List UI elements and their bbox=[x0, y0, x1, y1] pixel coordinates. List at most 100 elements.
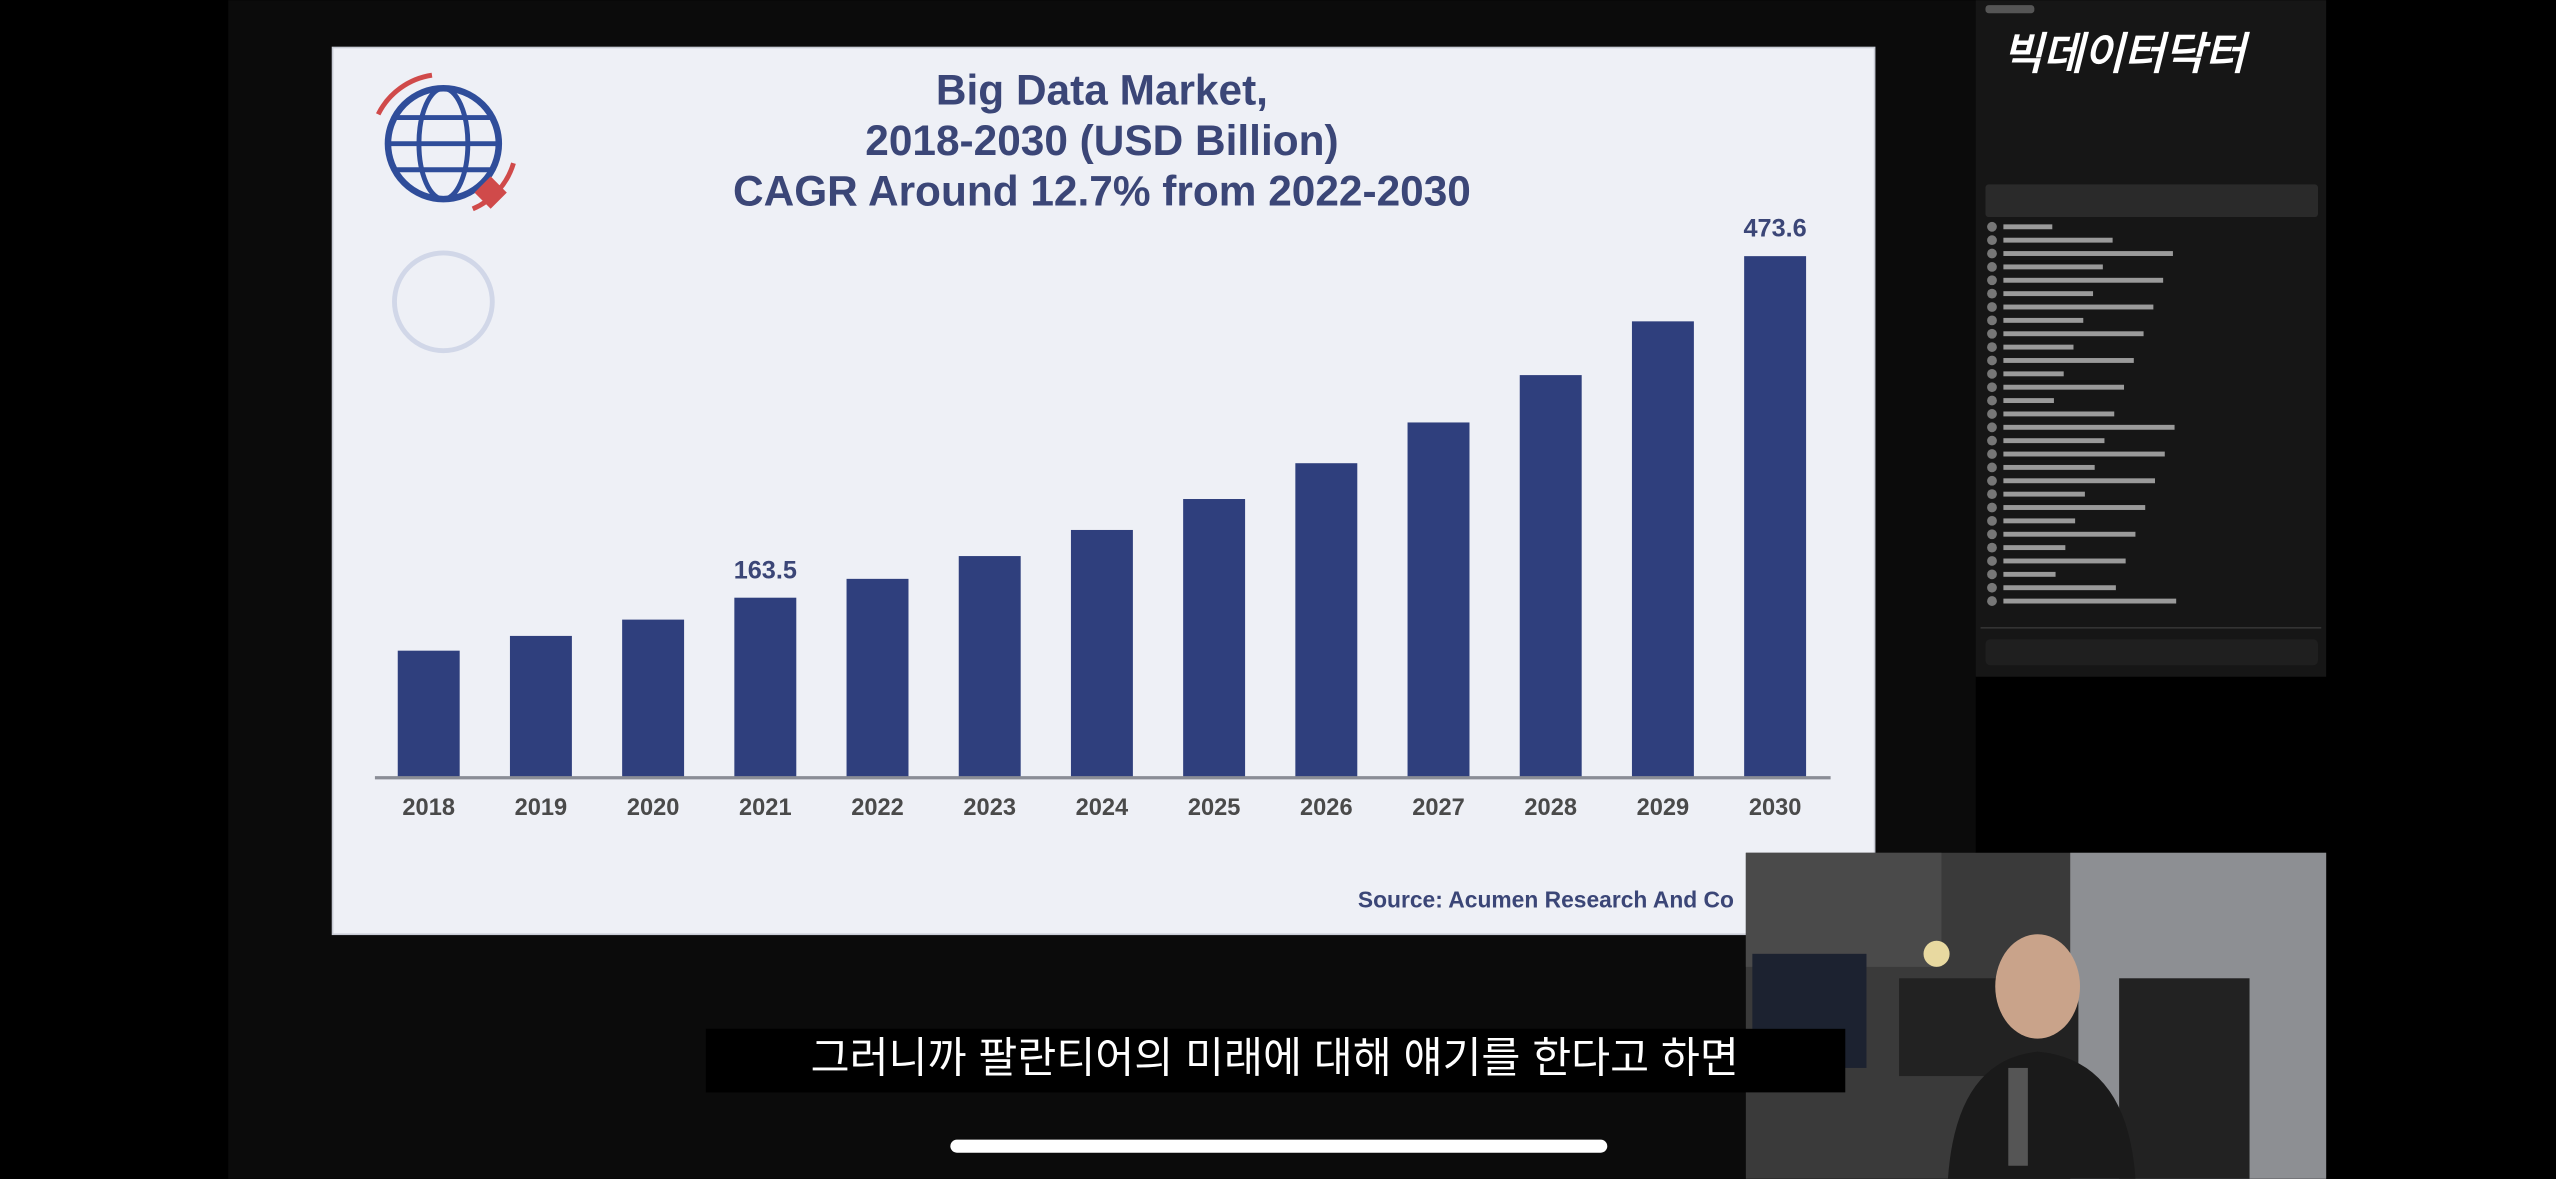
chat-avatar bbox=[1987, 382, 1997, 393]
chat-avatar bbox=[1987, 409, 1997, 419]
x-tick-label: 2024 bbox=[1076, 795, 1129, 821]
x-tick-label: 2030 bbox=[1749, 795, 1802, 821]
chat-line bbox=[2003, 331, 2144, 337]
chat-line bbox=[2003, 451, 2165, 457]
x-tick-label: 2023 bbox=[963, 795, 1016, 821]
chat-line bbox=[2003, 598, 2177, 604]
chat-line bbox=[2003, 384, 2125, 390]
caption: 그러니까 팔란티어의 미래에 대해 얘기를 한다고 하면 bbox=[811, 1035, 1739, 1082]
source: Source: Acumen Research And Co bbox=[1358, 887, 1734, 913]
chat-line bbox=[2003, 571, 2056, 577]
chat-line bbox=[2003, 424, 2175, 430]
chat-line bbox=[2003, 438, 2105, 444]
bar bbox=[509, 635, 572, 778]
chat-avatar bbox=[1987, 395, 1997, 406]
bar bbox=[734, 597, 797, 778]
chat-avatar bbox=[1987, 368, 1997, 379]
chat-line bbox=[2003, 237, 2113, 243]
chat-avatar bbox=[1987, 275, 1997, 286]
chat-input[interactable] bbox=[1985, 639, 2319, 666]
bar bbox=[958, 556, 1021, 778]
x-tick-label: 2018 bbox=[402, 795, 455, 821]
channel-name: 빅데이터닥터 bbox=[2003, 30, 2250, 79]
webcam bbox=[1745, 852, 2327, 1179]
bar bbox=[622, 619, 685, 778]
chat-avatar bbox=[1987, 556, 1997, 566]
x-tick-label: 2028 bbox=[1524, 795, 1577, 821]
x-tick-label: 2020 bbox=[627, 795, 680, 821]
chat-avatar bbox=[1987, 569, 1997, 580]
chat-line bbox=[2003, 277, 2164, 283]
x-tick-label: 2025 bbox=[1188, 795, 1241, 821]
x-tick-label: 2027 bbox=[1412, 795, 1465, 821]
chat-panel: 빅데이터닥터 bbox=[1975, 0, 2327, 677]
chat-avatar bbox=[1987, 315, 1997, 326]
slide bbox=[331, 46, 1876, 936]
chat-avatar bbox=[1987, 248, 1997, 259]
chat-avatar bbox=[1987, 435, 1997, 446]
bar bbox=[397, 650, 460, 778]
chat-avatar bbox=[1987, 288, 1997, 299]
bar bbox=[1744, 256, 1807, 778]
chat-line bbox=[2003, 531, 2136, 537]
x-tick-label: 2029 bbox=[1637, 795, 1690, 821]
chat-avatar bbox=[1987, 502, 1997, 513]
chat-line bbox=[2003, 518, 2076, 524]
chat-avatar bbox=[1987, 542, 1997, 553]
chat-line bbox=[2003, 491, 2085, 497]
chat-line bbox=[2003, 371, 2064, 377]
chat-avatar bbox=[1987, 328, 1997, 339]
chat-avatar bbox=[1987, 342, 1997, 352]
bar bbox=[1183, 499, 1246, 778]
chat-avatar bbox=[1987, 489, 1997, 500]
chat-messages bbox=[1987, 221, 2177, 606]
data-label: 473.6 bbox=[1744, 215, 1807, 243]
chart-title: Big Data Market, bbox=[936, 66, 1268, 113]
chat-avatar bbox=[1987, 582, 1997, 593]
chat-line bbox=[2003, 304, 2154, 310]
bar bbox=[846, 578, 909, 778]
plot: 2018 2019 2020 2021 163.5 2022 2023 2024 2025 202… bbox=[397, 215, 1807, 821]
chat-avatar bbox=[1987, 302, 1997, 312]
chart-title: 2018-2030 (USD Billion) bbox=[865, 117, 1338, 164]
home-indicator[interactable] bbox=[950, 1139, 1608, 1153]
bar bbox=[1070, 529, 1133, 778]
bar bbox=[1519, 375, 1582, 778]
chat-line bbox=[2003, 398, 2054, 404]
chat-avatar bbox=[1987, 449, 1997, 459]
x-tick-label: 2022 bbox=[851, 795, 904, 821]
chat-avatar bbox=[1987, 422, 1997, 433]
bar bbox=[1407, 422, 1470, 778]
chat-avatar bbox=[1987, 355, 1997, 366]
chat-line bbox=[2003, 264, 2103, 270]
chat-avatar bbox=[1987, 235, 1997, 246]
chat-line bbox=[2003, 478, 2155, 484]
bar bbox=[1631, 321, 1694, 778]
chat-avatar bbox=[1987, 515, 1997, 526]
chat-line bbox=[2003, 224, 2053, 230]
x-tick-label: 2026 bbox=[1300, 795, 1353, 821]
bar bbox=[1295, 463, 1358, 778]
chat-line bbox=[2003, 558, 2126, 564]
chat-line bbox=[2003, 411, 2115, 417]
chat-line bbox=[2003, 251, 2173, 256]
chat-line bbox=[2003, 585, 2116, 591]
chat-avatar bbox=[1987, 221, 1997, 232]
chat-avatar bbox=[1987, 475, 1997, 486]
data-label: 163.5 bbox=[734, 556, 797, 584]
chat-line bbox=[2003, 464, 2095, 470]
chat-avatar bbox=[1987, 596, 1997, 606]
chat-line bbox=[2003, 344, 2074, 350]
chat-avatar bbox=[1987, 262, 1997, 272]
chart-title: CAGR Around 12.7% from 2022-2030 bbox=[733, 167, 1471, 214]
chat-line bbox=[2003, 291, 2094, 297]
logo bbox=[375, 72, 516, 354]
caption-box bbox=[705, 1028, 1846, 1093]
chat-line bbox=[2003, 545, 2066, 551]
chat-line bbox=[2003, 505, 2146, 510]
x-tick-label: 2021 bbox=[739, 795, 792, 821]
chat-avatar bbox=[1987, 529, 1997, 540]
x-tick-label: 2019 bbox=[515, 795, 568, 821]
